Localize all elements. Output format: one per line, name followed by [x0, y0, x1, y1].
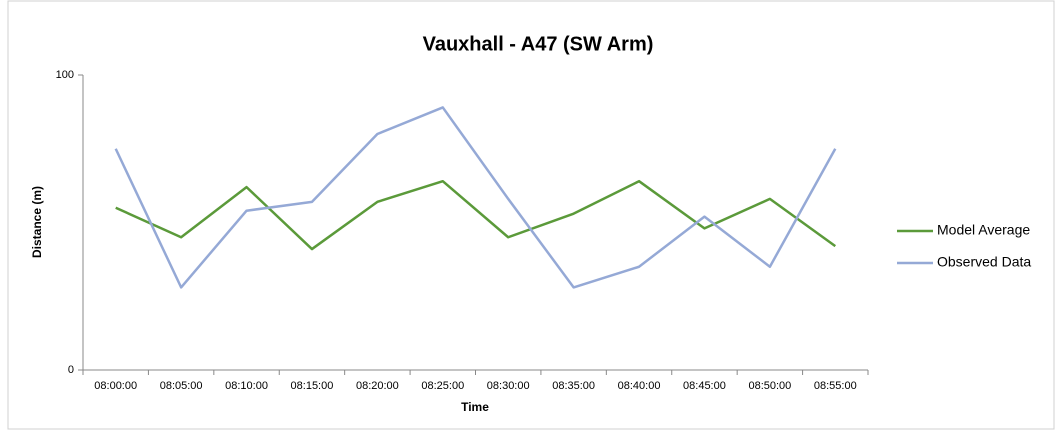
- x-tick-label: 08:30:00: [487, 380, 530, 392]
- x-tick-label: 08:05:00: [160, 380, 203, 392]
- x-axis-label: Time: [461, 400, 489, 414]
- legend-label: Model Average: [937, 222, 1030, 238]
- chart-title: Vauxhall - A47 (SW Arm): [423, 33, 654, 55]
- legend-label: Observed Data: [937, 254, 1031, 270]
- x-tick-label: 08:10:00: [225, 380, 268, 392]
- y-tick-label: 0: [68, 364, 74, 376]
- x-tick-label: 08:15:00: [291, 380, 334, 392]
- x-tick-label: 08:00:00: [94, 380, 137, 392]
- x-tick-label: 08:50:00: [748, 380, 791, 392]
- y-tick-label: 100: [56, 69, 74, 81]
- x-tick-label: 08:45:00: [683, 380, 726, 392]
- line-series: [114, 106, 837, 289]
- x-tick-label: 08:35:00: [552, 380, 595, 392]
- chart-frame: [7, 0, 1055, 430]
- x-tick-label: 08:55:00: [814, 380, 857, 392]
- y-axis-label: Distance (m): [30, 186, 44, 258]
- x-tick-label: 08:25:00: [421, 380, 464, 392]
- x-tick-label: 08:20:00: [356, 380, 399, 392]
- x-tick-label: 08:40:00: [618, 380, 661, 392]
